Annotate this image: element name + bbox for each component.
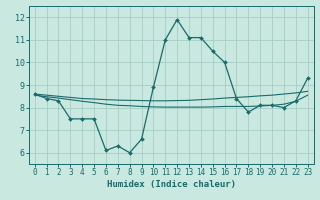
X-axis label: Humidex (Indice chaleur): Humidex (Indice chaleur) [107,180,236,189]
